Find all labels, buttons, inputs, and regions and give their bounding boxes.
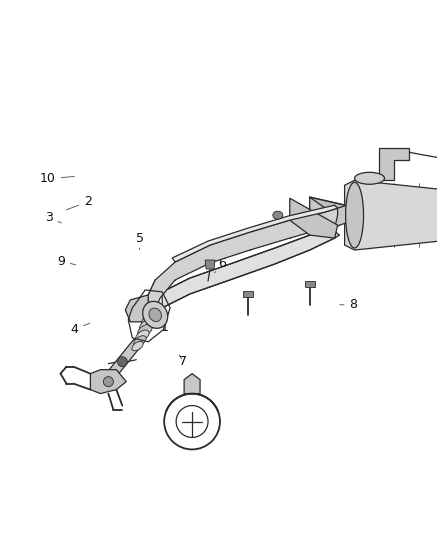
Polygon shape — [90, 370, 126, 393]
Polygon shape — [125, 295, 155, 322]
Ellipse shape — [140, 319, 155, 332]
Text: 8: 8 — [339, 298, 357, 311]
Circle shape — [103, 377, 113, 386]
Polygon shape — [109, 338, 142, 377]
Polygon shape — [305, 281, 314, 287]
Ellipse shape — [134, 336, 146, 346]
Text: 1: 1 — [151, 311, 168, 334]
Ellipse shape — [136, 330, 149, 341]
Text: 3: 3 — [45, 211, 61, 224]
Text: 9: 9 — [57, 255, 76, 268]
Ellipse shape — [143, 308, 161, 322]
Text: 5: 5 — [135, 232, 144, 249]
Ellipse shape — [273, 211, 283, 219]
Polygon shape — [243, 291, 253, 297]
Polygon shape — [345, 180, 438, 250]
Polygon shape — [184, 374, 200, 393]
Polygon shape — [310, 197, 339, 238]
Polygon shape — [162, 223, 335, 308]
Text: 10: 10 — [40, 172, 74, 185]
Text: 4: 4 — [70, 322, 90, 336]
Polygon shape — [205, 260, 215, 269]
Text: 2: 2 — [67, 195, 92, 209]
Ellipse shape — [149, 308, 162, 321]
Polygon shape — [148, 208, 339, 310]
Ellipse shape — [346, 182, 364, 248]
Ellipse shape — [143, 301, 168, 328]
Polygon shape — [290, 198, 338, 238]
Ellipse shape — [132, 341, 143, 351]
Polygon shape — [379, 148, 410, 180]
Text: 7: 7 — [179, 354, 187, 368]
Polygon shape — [335, 204, 357, 228]
Circle shape — [117, 357, 127, 367]
Polygon shape — [310, 197, 345, 220]
Text: 6: 6 — [215, 257, 226, 273]
Polygon shape — [172, 205, 338, 262]
Ellipse shape — [141, 313, 158, 327]
Ellipse shape — [138, 325, 152, 336]
Ellipse shape — [355, 172, 385, 184]
